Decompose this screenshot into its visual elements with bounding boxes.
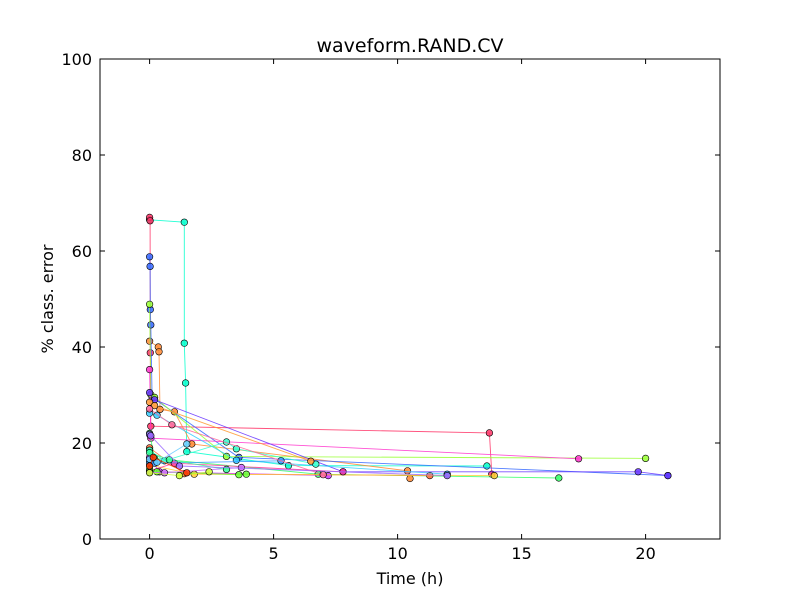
data-point — [307, 457, 315, 465]
data-point — [183, 440, 191, 448]
data-point — [165, 456, 173, 464]
data-point — [147, 321, 155, 329]
data-point — [180, 339, 188, 347]
y-axis-label: % class. error — [38, 244, 57, 353]
data-point — [406, 474, 414, 483]
data-point — [182, 379, 190, 387]
x-tick-label: 15 — [511, 544, 531, 563]
data-point — [146, 389, 154, 397]
data-point — [146, 253, 154, 261]
data-point — [319, 471, 327, 479]
data-point — [237, 463, 245, 472]
data-point — [232, 456, 240, 464]
data-point — [641, 454, 650, 463]
x-tick-label: 10 — [387, 544, 407, 563]
plot-background — [100, 59, 720, 539]
series-17 — [146, 398, 315, 465]
data-point — [232, 445, 240, 453]
ticks-layer: 0 5 10 15 20 0 20 40 60 80 100 — [61, 50, 720, 563]
x-tick-label: 0 — [145, 544, 155, 563]
y-tick-label: 100 — [61, 50, 92, 69]
axes-frame — [99, 58, 721, 540]
y-tick-label: 60 — [72, 242, 92, 261]
data-point — [175, 472, 183, 480]
series-24 — [146, 453, 191, 477]
data-point — [146, 337, 154, 345]
series-21 — [146, 430, 451, 480]
data-point — [664, 472, 672, 480]
data-point — [634, 468, 642, 476]
data-point — [574, 455, 583, 463]
data-point — [205, 468, 213, 476]
axes-border — [99, 58, 721, 540]
data-point — [555, 474, 563, 482]
y-tick-label: 40 — [72, 338, 92, 357]
series-line — [149, 412, 448, 475]
data-point — [146, 300, 154, 308]
x-tick-label: 20 — [635, 544, 655, 563]
data-point — [160, 469, 169, 477]
data-point — [235, 471, 243, 479]
data-point — [146, 217, 154, 225]
data-point — [155, 348, 163, 356]
data-point — [146, 262, 154, 271]
y-tick-label: 20 — [72, 434, 92, 453]
data-point — [490, 472, 498, 480]
data-point — [242, 470, 250, 478]
data-point — [147, 432, 155, 440]
chart-title: waveform.RAND.CV — [316, 35, 503, 57]
data-point — [222, 465, 231, 474]
data-point — [168, 421, 176, 429]
data-point — [146, 405, 154, 413]
data-point — [485, 429, 494, 437]
data-point — [151, 402, 159, 410]
y-tick-label: 0 — [82, 530, 92, 549]
data-point — [183, 469, 191, 477]
data-point — [146, 469, 154, 477]
data-point — [403, 467, 412, 475]
y-tick-label: 80 — [72, 146, 92, 165]
data-point — [146, 366, 154, 374]
plot-area — [100, 59, 720, 539]
x-tick-label: 5 — [269, 544, 279, 563]
data-point — [180, 218, 188, 226]
data-point — [443, 472, 451, 480]
series-layer — [146, 213, 672, 483]
data-point — [146, 462, 154, 470]
data-point — [149, 453, 157, 462]
x-axis-label: Time (h) — [376, 569, 444, 588]
